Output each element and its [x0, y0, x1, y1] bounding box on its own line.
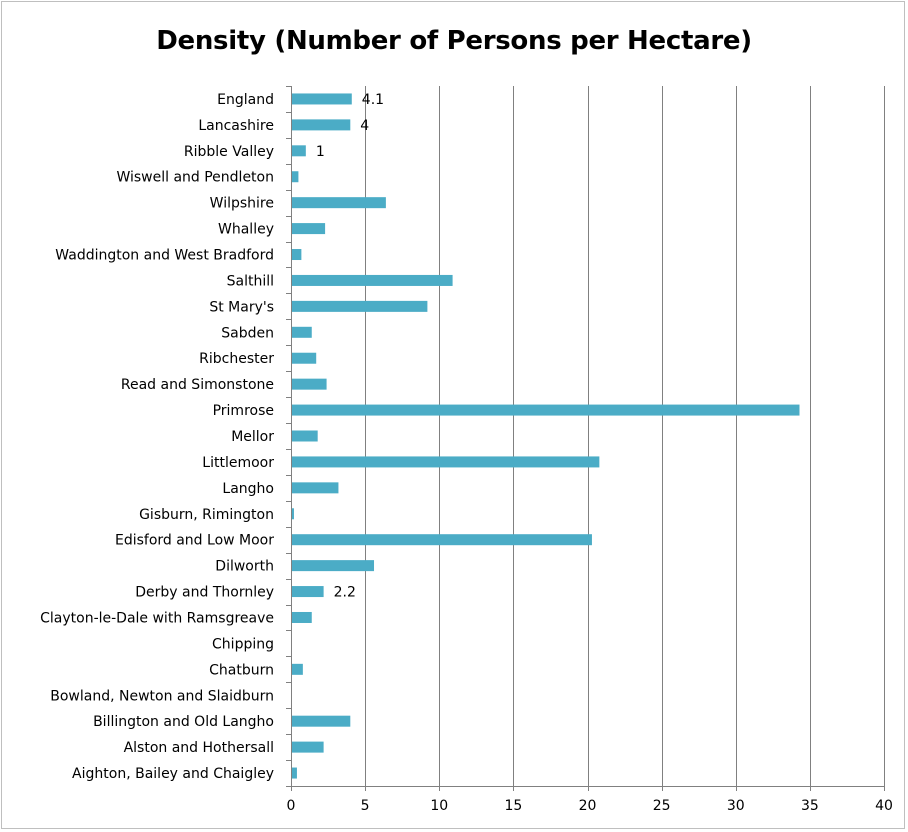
bar — [291, 767, 297, 779]
bar — [291, 378, 327, 390]
category-label: Salthill — [227, 273, 274, 289]
category-label: Lancashire — [198, 118, 274, 134]
category-label: Sabden — [221, 325, 274, 341]
grid-lines — [365, 86, 885, 786]
bar — [291, 586, 324, 598]
bar — [291, 171, 299, 183]
category-label: Gisburn, Rimington — [139, 507, 274, 523]
category-label: Bowland, Newton and Slaidburn — [50, 688, 274, 704]
bar — [291, 508, 294, 520]
bar — [291, 352, 317, 364]
bar — [291, 611, 312, 623]
bar — [291, 663, 303, 675]
bar — [291, 741, 324, 753]
x-tick-label: 30 — [727, 798, 745, 814]
category-label: Read and Simonstone — [121, 377, 274, 393]
x-tick-label: 25 — [653, 798, 671, 814]
bar — [291, 145, 306, 157]
x-tick-label: 10 — [430, 798, 448, 814]
bar — [291, 119, 351, 131]
bar — [291, 93, 352, 105]
bar — [291, 482, 339, 494]
data-label: 4.1 — [362, 92, 384, 108]
x-tick-label: 40 — [875, 798, 893, 814]
x-tick-label: 20 — [579, 798, 597, 814]
category-label: Primrose — [213, 403, 274, 419]
category-label: Wiswell and Pendleton — [116, 170, 274, 186]
category-label: Whalley — [218, 222, 274, 238]
bar — [291, 456, 600, 468]
data-label: 4 — [360, 118, 369, 134]
bars — [291, 93, 800, 779]
category-label: Edisford and Low Moor — [115, 533, 274, 549]
category-label: Billington and Old Langho — [93, 714, 274, 730]
bar — [291, 534, 592, 546]
category-label: Ribble Valley — [184, 144, 274, 160]
category-label: Dilworth — [215, 559, 274, 575]
chart-title: Density (Number of Persons per Hectare) — [156, 26, 752, 56]
category-label: Langho — [222, 481, 274, 497]
category-label: England — [217, 92, 274, 108]
labels: 0 5 10 15 20 25 30 35 40 England Lancashire Ribble … — [40, 92, 893, 814]
x-tick-label: 15 — [504, 798, 522, 814]
category-label: Ribchester — [199, 351, 274, 367]
bar — [291, 300, 428, 312]
bar — [291, 560, 375, 572]
data-label: 2.2 — [334, 585, 356, 601]
bar — [291, 249, 302, 261]
category-label: Chipping — [212, 636, 274, 652]
category-label: Mellor — [231, 429, 274, 445]
category-label: Clayton-le-Dale with Ramsgreave — [40, 610, 274, 626]
category-label: Wilpshire — [210, 196, 274, 212]
x-tick-label: 35 — [801, 798, 819, 814]
x-tick-label: 0 — [287, 798, 296, 814]
category-label: Waddington and West Bradford — [55, 248, 274, 264]
bar — [291, 197, 386, 209]
bar — [291, 404, 800, 416]
bar — [291, 430, 318, 442]
bar — [291, 715, 351, 727]
category-label: Aighton, Bailey and Chaigley — [72, 766, 274, 782]
category-label: Littlemoor — [202, 455, 274, 471]
category-label: St Mary's — [209, 299, 274, 315]
category-label: Derby and Thornley — [135, 585, 274, 601]
bar — [291, 223, 326, 235]
category-label: Alston and Hothersall — [124, 740, 274, 756]
axes — [286, 86, 885, 791]
data-label: 1 — [316, 144, 325, 160]
x-tick-label: 5 — [361, 798, 370, 814]
category-label: Chatburn — [209, 662, 274, 678]
bar — [291, 274, 453, 286]
bar — [291, 326, 312, 338]
